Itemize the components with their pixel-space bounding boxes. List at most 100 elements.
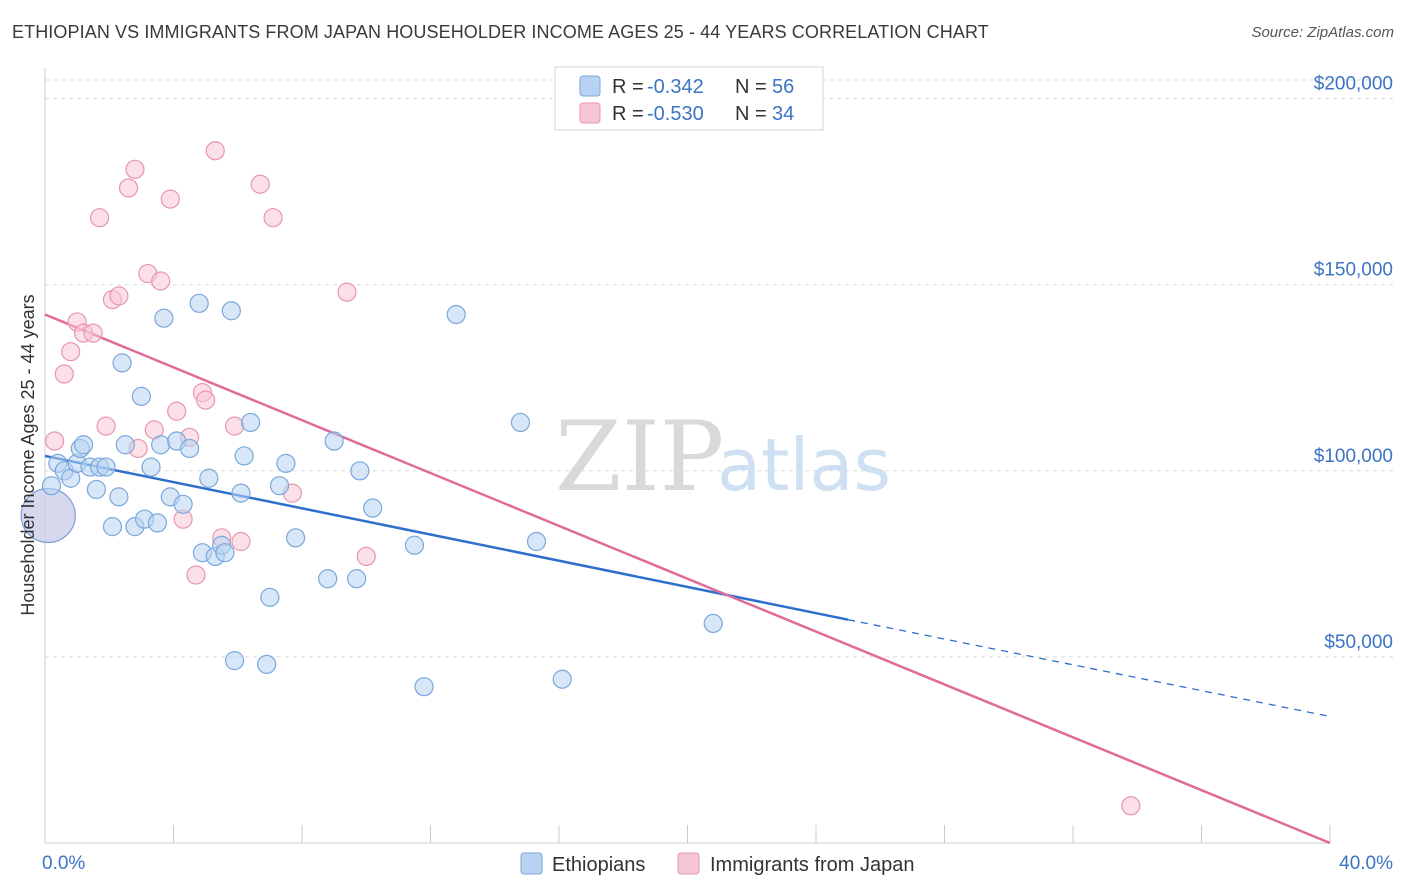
point-japan-26 (224, 416, 245, 436)
point-japan-12 (125, 159, 145, 179)
point-ethiopians-41 (276, 453, 296, 473)
x-tick-label-1: 40.0% (1339, 853, 1393, 874)
chart-title: ETHIOPIAN VS IMMIGRANTS FROM JAPAN HOUSE… (12, 22, 989, 42)
point-ethiopians-42 (285, 528, 306, 548)
y-axis-label: Householder Income Ages 25 - 44 years (18, 294, 38, 615)
y-tick-label-0: $50,000 (1324, 632, 1393, 653)
point-ethiopians-15 (115, 435, 135, 455)
axis-layer (44, 68, 1331, 844)
point-japan-32 (356, 546, 376, 567)
point-japan-18 (167, 401, 187, 421)
point-ethiopians-27 (189, 293, 209, 313)
watermark-atlas: atlas (717, 423, 891, 507)
x-tick-label-0: 0.0% (42, 853, 85, 874)
point-ethiopians-48 (404, 535, 425, 555)
point-ethiopians-45 (347, 569, 367, 589)
point-ethiopians-49 (414, 677, 434, 697)
point-ethiopians-43 (318, 569, 338, 589)
point-japan-16 (151, 271, 171, 291)
point-ethiopians-39 (260, 587, 280, 607)
point-ethiopians-34 (224, 651, 245, 671)
legend-n-value-blue: 56 (772, 76, 794, 98)
point-japan-11 (118, 178, 139, 198)
point-ethiopians-22 (154, 308, 174, 328)
point-ethiopians-53 (552, 669, 572, 689)
trend-line-ethiopians (44, 454, 849, 621)
point-ethiopians-50 (446, 304, 466, 325)
point-japan-2 (54, 364, 74, 384)
point-ethiopians-14 (112, 353, 132, 373)
point-ethiopians-1 (41, 476, 62, 496)
y-tick-label-2: $150,000 (1314, 260, 1393, 281)
point-ethiopians-17 (131, 386, 151, 406)
legend-r-label-blue: R = (612, 76, 644, 98)
point-japan-27 (231, 531, 251, 552)
legend-swatch-japan (677, 852, 700, 875)
point-ethiopians-25 (173, 494, 193, 514)
point-japan-10 (109, 286, 129, 306)
legend-label-ethiopians: Ethiopians (552, 854, 645, 876)
legend-n-label-pink: N = (735, 103, 767, 125)
x-tick-labels: 0.0% 40.0% (42, 853, 1393, 874)
point-ethiopians-44 (324, 431, 344, 451)
legend-n-value-pink: 34 (772, 103, 794, 125)
legend-swatch-pink (579, 102, 601, 124)
point-ethiopians-40 (269, 476, 290, 496)
point-ethiopians-36 (234, 446, 254, 466)
point-ethiopians-46 (350, 461, 370, 481)
legend-label-japan: Immigrants from Japan (710, 854, 915, 876)
watermark-zip: ZIP (555, 401, 724, 513)
point-ethiopians-54 (703, 613, 723, 634)
point-japan-24 (205, 141, 225, 161)
point-japan-23 (196, 390, 216, 410)
trend-line-ethiopians-extension (847, 619, 1331, 718)
point-ethiopians-26 (179, 438, 200, 459)
legend-swatch-blue (579, 75, 601, 97)
point-japan-6 (83, 323, 103, 343)
point-japan-28 (250, 174, 270, 194)
data-points (20, 141, 1141, 816)
point-japan-17 (160, 189, 180, 209)
point-ethiopians-7 (73, 435, 94, 455)
point-ethiopians-51 (510, 412, 531, 433)
grid-layer (45, 79, 1395, 658)
watermark: ZIP atlas (555, 401, 891, 513)
point-ethiopians-13 (109, 487, 129, 507)
point-ethiopians-35 (231, 483, 251, 503)
point-ethiopians-29 (199, 468, 219, 488)
point-ethiopians-37 (241, 412, 261, 433)
legend-r-value-blue: -0.342 (647, 76, 704, 98)
point-ethiopians-12 (102, 517, 123, 537)
trend-lines (44, 313, 1331, 845)
point-ethiopians-52 (526, 531, 547, 552)
point-ethiopians-38 (257, 654, 277, 674)
point-ethiopians-21 (151, 435, 171, 455)
point-japan-29 (263, 208, 283, 228)
point-ethiopians-20 (147, 513, 168, 533)
chart-source: Source: ZipAtlas.com (1251, 24, 1394, 41)
point-ethiopians-47 (363, 498, 383, 518)
point-ethiopians-32 (215, 543, 235, 563)
point-japan-33 (1121, 796, 1141, 816)
point-japan-21 (186, 565, 206, 585)
legend-swatch-ethiopians (520, 852, 543, 875)
y-tick-labels: $50,000 $100,000 $150,000 $200,000 (1314, 74, 1393, 653)
point-japan-3 (61, 342, 81, 362)
legend-n-label-blue: N = (735, 76, 767, 98)
point-japan-31 (337, 282, 357, 302)
point-ethiopians-9 (86, 479, 107, 500)
point-japan-1 (45, 431, 65, 451)
point-japan-8 (96, 416, 116, 436)
correlation-legend: R = -0.342 N = 56 R = -0.530 N = 34 (554, 66, 824, 131)
trend-line-japan (44, 313, 1331, 845)
legend-r-value-pink: -0.530 (647, 103, 704, 125)
point-ethiopians-11 (96, 457, 116, 477)
point-japan-7 (90, 208, 110, 228)
y-tick-label-3: $200,000 (1314, 74, 1393, 95)
point-ethiopians-33 (221, 301, 241, 321)
y-tick-label-1: $100,000 (1314, 446, 1393, 467)
point-ethiopians-19 (141, 457, 161, 477)
series-legend: Ethiopians Immigrants from Japan (520, 852, 915, 876)
legend-r-label-pink: R = (612, 103, 644, 125)
